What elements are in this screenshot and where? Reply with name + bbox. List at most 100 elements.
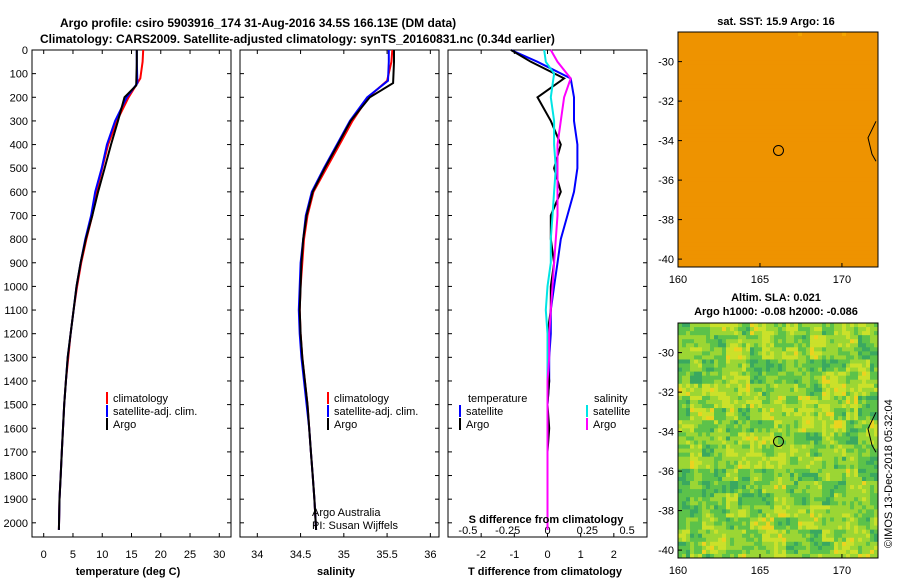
map-cell <box>746 391 751 397</box>
map-cell <box>862 60 867 65</box>
map-cell <box>778 387 783 393</box>
map-cell <box>858 428 863 433</box>
map-cell <box>830 371 835 377</box>
map-cell <box>758 104 763 110</box>
map-cell <box>778 391 783 397</box>
map-cell <box>842 408 847 413</box>
map-cell <box>742 96 747 102</box>
map-cell <box>862 464 867 470</box>
map-cell <box>690 198 695 203</box>
map-cell <box>694 448 699 454</box>
map-cell <box>854 157 859 163</box>
map-cell <box>806 399 811 405</box>
map-cell <box>714 169 719 175</box>
map-cell <box>762 169 767 175</box>
y-tick-label: 1100 <box>4 305 28 317</box>
map-cell <box>682 436 687 441</box>
map-cell <box>774 149 779 154</box>
map-cell <box>742 452 747 458</box>
map-cell <box>706 153 711 158</box>
map-cell <box>858 355 863 360</box>
map-cell <box>706 185 711 191</box>
map-cell <box>682 359 687 364</box>
map-cell <box>694 206 699 211</box>
map-cell <box>858 48 863 53</box>
map-cell <box>842 262 847 268</box>
map-cell <box>750 331 755 336</box>
map-cell <box>762 420 767 425</box>
map-cell <box>786 108 791 114</box>
map-cell <box>814 157 819 163</box>
map-cell <box>702 218 707 223</box>
map-cell <box>858 359 863 364</box>
map-cell <box>710 408 715 413</box>
map-cell <box>686 113 691 118</box>
map-cell <box>850 121 855 126</box>
map-cell <box>850 206 855 211</box>
map-cell <box>806 448 811 454</box>
map-cell <box>682 165 687 171</box>
map-cell <box>774 181 779 187</box>
map-cell <box>862 64 867 69</box>
map-cell <box>866 460 871 466</box>
map-cell <box>798 108 803 114</box>
map-cell <box>694 64 699 69</box>
map-cell <box>718 181 723 187</box>
map-cell <box>746 258 751 264</box>
map-cell <box>870 254 875 260</box>
map-cell <box>794 246 799 252</box>
map-cell <box>686 230 691 235</box>
map-cell <box>714 420 719 425</box>
map-cell <box>866 177 871 183</box>
map-cell <box>846 383 851 389</box>
map-cell <box>842 194 847 199</box>
map-cell <box>814 68 819 73</box>
map-cell <box>682 121 687 126</box>
map-cell <box>834 383 839 389</box>
map-cell <box>794 40 799 45</box>
map-cell <box>698 262 703 268</box>
map-cell <box>862 153 867 158</box>
map-cell <box>874 206 879 211</box>
map-cell <box>678 117 683 122</box>
map-cell <box>726 222 731 227</box>
map-cell <box>714 72 719 77</box>
map-cell <box>854 84 859 90</box>
map-cell <box>758 230 763 235</box>
map-cell <box>834 137 839 142</box>
map-cell <box>818 367 823 373</box>
map-cell <box>774 173 779 179</box>
map-cell <box>782 210 787 215</box>
map-cell <box>778 44 783 49</box>
map-cell <box>846 327 851 332</box>
map-cell <box>786 149 791 154</box>
map-cell <box>806 92 811 98</box>
map-cell <box>810 335 815 340</box>
map-cell <box>826 234 831 240</box>
map-cell <box>858 387 863 393</box>
map-cell <box>822 464 827 470</box>
map-cell <box>822 80 827 86</box>
map-cell <box>866 464 871 470</box>
map-cell <box>810 387 815 393</box>
map-cell <box>866 157 871 163</box>
map-cell <box>806 157 811 163</box>
map-cell <box>866 60 871 65</box>
map-cell <box>818 173 823 179</box>
map-cell <box>870 202 875 207</box>
map-cell <box>714 250 719 256</box>
map-cell <box>754 363 759 368</box>
map-cell <box>834 100 839 106</box>
map-cell <box>854 218 859 223</box>
map-cell <box>866 448 871 454</box>
map-cell <box>762 177 767 183</box>
map-cell <box>794 218 799 223</box>
map-cell <box>790 149 795 154</box>
map-cell <box>838 108 843 114</box>
map-cell <box>694 456 699 462</box>
map-cell <box>782 88 787 94</box>
map-cell <box>698 383 703 389</box>
map-cell <box>714 234 719 240</box>
map-cell <box>830 383 835 389</box>
x-tick-label: 0 <box>544 549 550 561</box>
